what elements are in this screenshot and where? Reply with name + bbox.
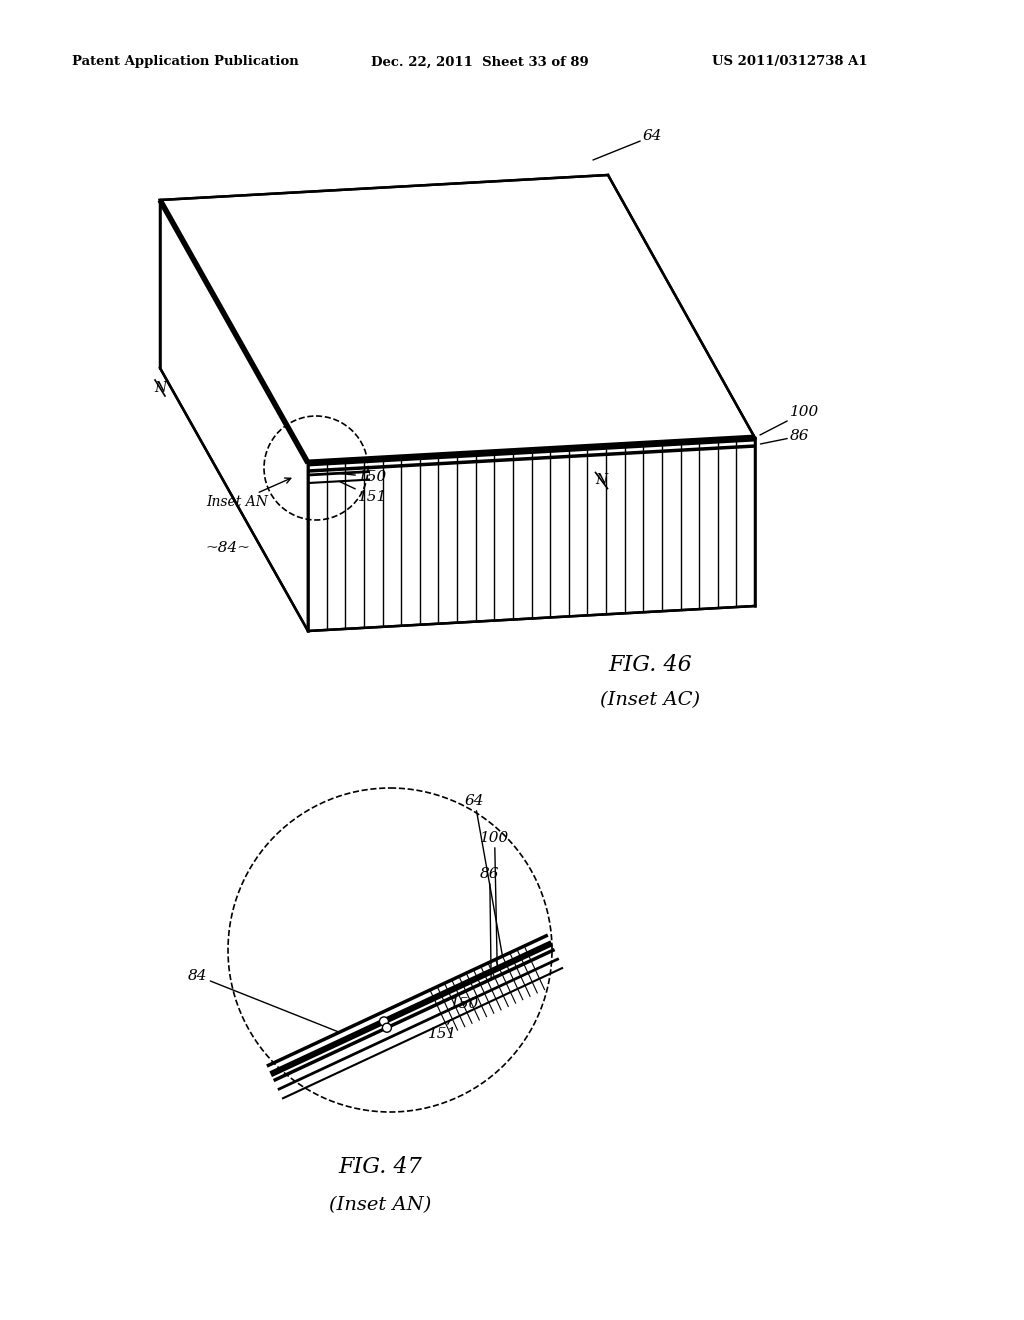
Text: Inset AN: Inset AN (206, 478, 291, 510)
Text: (Inset AC): (Inset AC) (600, 690, 700, 709)
Polygon shape (160, 176, 755, 463)
Polygon shape (160, 201, 308, 631)
Text: 150: 150 (450, 997, 479, 1011)
Circle shape (382, 1023, 391, 1032)
Polygon shape (308, 438, 755, 631)
Text: 86: 86 (761, 429, 810, 444)
Text: (Inset AN): (Inset AN) (329, 1196, 431, 1214)
Text: FIG. 47: FIG. 47 (338, 1156, 422, 1177)
Text: ~84~: ~84~ (206, 541, 251, 554)
Text: 100: 100 (480, 832, 509, 969)
Circle shape (380, 1016, 388, 1026)
Text: 64: 64 (465, 795, 503, 956)
Text: 100: 100 (760, 405, 819, 436)
Text: FIG. 46: FIG. 46 (608, 653, 692, 676)
Text: Patent Application Publication: Patent Application Publication (72, 55, 298, 69)
Text: N: N (154, 381, 166, 395)
Text: US 2011/0312738 A1: US 2011/0312738 A1 (712, 55, 867, 69)
Text: 150: 150 (339, 470, 387, 484)
Text: 151: 151 (428, 1020, 458, 1041)
Text: Dec. 22, 2011  Sheet 33 of 89: Dec. 22, 2011 Sheet 33 of 89 (371, 55, 589, 69)
Text: 64: 64 (593, 129, 663, 160)
Text: 86: 86 (480, 867, 500, 979)
Text: N: N (595, 474, 607, 487)
Text: 84: 84 (188, 969, 339, 1032)
Text: 151: 151 (339, 482, 387, 504)
